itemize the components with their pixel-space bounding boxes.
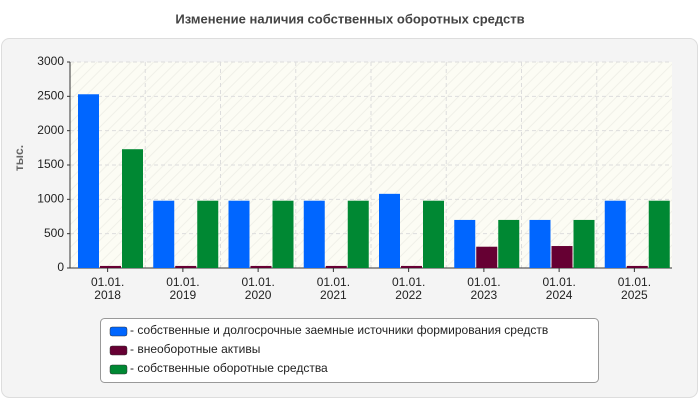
bar — [476, 246, 498, 268]
legend-swatch — [109, 345, 128, 356]
y-axis-label: тыс. — [12, 145, 26, 171]
y-tick-label: 1500 — [37, 157, 64, 171]
x-tick-label: 01.01. 2018 — [90, 275, 125, 302]
bar — [78, 94, 99, 268]
bar — [423, 200, 444, 268]
y-tick-label: 2000 — [37, 123, 64, 137]
x-tick-label: 01.01. 2022 — [391, 275, 426, 302]
bar — [551, 246, 573, 268]
y-tick-label: 0 — [57, 260, 64, 274]
legend-swatch — [109, 364, 128, 375]
bar — [250, 265, 272, 268]
bar — [325, 265, 347, 268]
bar — [626, 265, 648, 268]
y-tick-label: 1000 — [37, 192, 64, 206]
chart-title: Изменение наличия собственных оборотных … — [175, 11, 524, 26]
x-tick-label: 01.01. 2025 — [617, 275, 652, 302]
bar — [175, 265, 197, 268]
x-tick-label: 01.01. 2020 — [241, 275, 275, 302]
y-tick-label: 3000 — [37, 54, 64, 68]
bar — [498, 219, 520, 268]
legend — [100, 318, 599, 383]
x-tick-label: 01.01. 2024 — [542, 275, 576, 302]
bar — [122, 149, 143, 268]
bar — [401, 265, 422, 268]
bar — [303, 200, 325, 268]
legend-label: - собственные оборотные средства — [130, 361, 328, 375]
bar — [100, 265, 121, 268]
bar — [197, 200, 219, 268]
bar — [347, 200, 369, 268]
y-tick-label: 500 — [44, 226, 64, 240]
bar — [604, 200, 626, 268]
bar — [529, 219, 551, 268]
x-tick-label: 01.01. 2019 — [166, 275, 200, 302]
bar — [228, 200, 250, 268]
legend-swatch — [109, 326, 128, 337]
bar — [573, 219, 595, 268]
bar — [153, 200, 175, 268]
x-tick-label: 01.01. 2023 — [467, 275, 501, 302]
legend-label: - внеоборотные активы — [130, 342, 260, 356]
y-tick-label: 2500 — [37, 89, 64, 103]
bar — [648, 200, 670, 268]
bar — [272, 200, 294, 268]
legend-label: - собственные и долгосрочные заемные ист… — [130, 323, 548, 337]
bar — [379, 193, 400, 268]
x-tick-label: 01.01. 2021 — [316, 275, 351, 302]
bar — [454, 219, 476, 268]
